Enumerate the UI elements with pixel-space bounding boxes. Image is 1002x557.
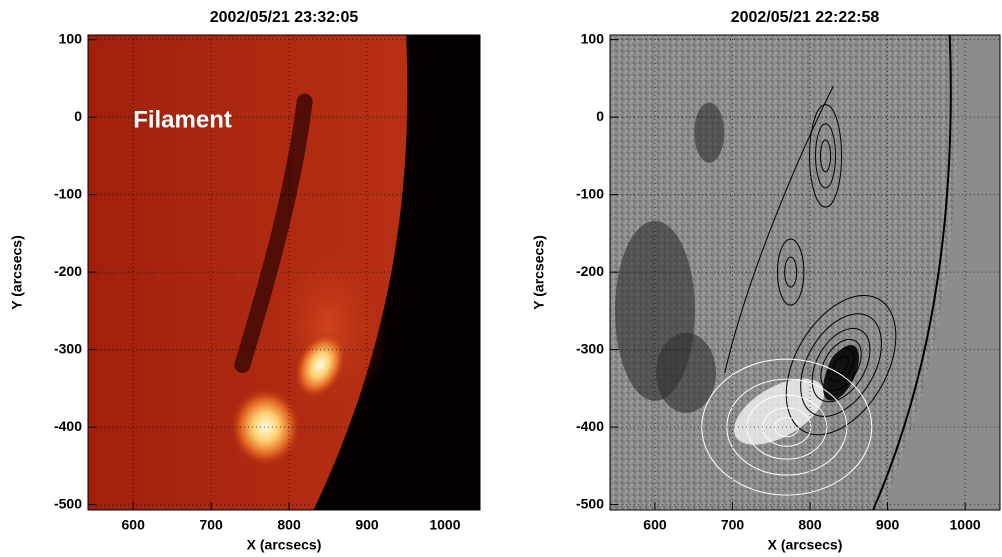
chart-title: 2002/05/21 23:32:05 <box>210 9 359 26</box>
y-tick-label: -100 <box>54 185 82 201</box>
y-axis-label: Y (arcsecs) <box>531 235 547 309</box>
x-tick-label: 800 <box>277 517 301 533</box>
contour <box>701 358 873 496</box>
x-axis-label: X (arcsecs) <box>247 537 322 553</box>
negative-polarity <box>823 345 859 401</box>
y-tick-label: 100 <box>581 30 605 46</box>
off-limb <box>880 35 1000 510</box>
contour <box>815 123 837 189</box>
plot-frame <box>87 34 481 511</box>
contour <box>800 313 882 417</box>
contour <box>820 338 862 392</box>
x-tick-label: 700 <box>199 517 223 533</box>
negative-polarity <box>655 332 716 413</box>
negative-polarity <box>694 102 725 163</box>
x-tick-label: 1000 <box>429 517 460 533</box>
x-tick-label: 600 <box>643 517 667 533</box>
y-tick-label: 100 <box>59 30 83 46</box>
contour <box>776 238 805 306</box>
y-tick-label: -300 <box>576 340 604 356</box>
contour <box>784 256 798 288</box>
y-tick-label: 0 <box>596 108 604 124</box>
y-axis-label: Y (arcsecs) <box>9 235 25 309</box>
contour <box>811 327 871 403</box>
contour <box>785 294 897 436</box>
y-tick-label: -100 <box>576 185 604 201</box>
annotation: Filament <box>133 106 232 133</box>
y-tick-label: -200 <box>54 263 82 279</box>
x-axis-label: X (arcsecs) <box>768 537 843 553</box>
contour <box>724 85 834 373</box>
contour <box>871 35 952 510</box>
x-tick-label: 900 <box>876 517 900 533</box>
plot-frame <box>609 34 1001 511</box>
flare-kernel <box>229 387 302 468</box>
y-tick-label: -200 <box>576 263 604 279</box>
x-tick-label: 1000 <box>950 517 981 533</box>
y-tick-label: -400 <box>576 418 604 434</box>
x-tick-label: 900 <box>355 517 379 533</box>
y-tick-label: 0 <box>74 108 82 124</box>
flare-kernel <box>293 330 347 400</box>
contour <box>833 355 849 375</box>
x-tick-label: 600 <box>122 517 146 533</box>
filament <box>234 93 313 374</box>
contour <box>820 139 832 173</box>
y-tick-label: -500 <box>576 495 604 511</box>
y-tick-label: -400 <box>54 418 82 434</box>
x-tick-label: 800 <box>798 517 822 533</box>
y-tick-label: -500 <box>54 495 82 511</box>
y-tick-label: -300 <box>54 340 82 356</box>
chart-title: 2002/05/21 22:22:58 <box>731 9 880 26</box>
x-tick-label: 700 <box>721 517 745 533</box>
